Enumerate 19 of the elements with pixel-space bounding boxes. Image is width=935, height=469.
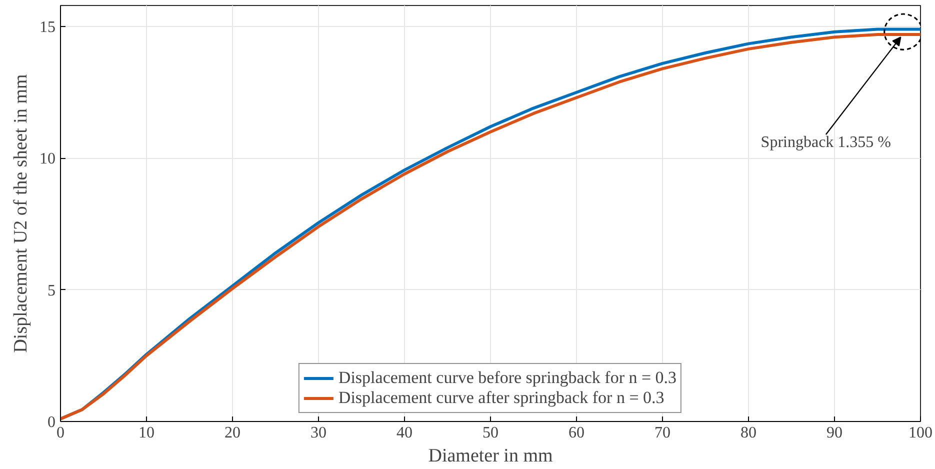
y-tick-label: 5 xyxy=(48,282,56,300)
x-tick-label: 10 xyxy=(138,424,154,442)
y-tick-label: 15 xyxy=(40,19,56,36)
legend-label: Displacement curve after springback for n = 0.3 xyxy=(338,388,664,408)
x-tick-label: 90 xyxy=(826,424,842,442)
x-tick-label: 60 xyxy=(568,424,584,442)
x-tick-label: 80 xyxy=(740,424,756,442)
x-tick-label: 40 xyxy=(396,424,412,442)
x-tick-label: 20 xyxy=(224,424,240,442)
x-tick-label: 30 xyxy=(310,424,326,442)
x-tick-label: 50 xyxy=(482,424,498,442)
legend-label: Displacement curve before springback for n = 0.3 xyxy=(338,368,677,388)
x-tick-label: 70 xyxy=(654,424,670,442)
x-axis-title: Diameter in mm xyxy=(428,446,553,466)
y-tick-label: 10 xyxy=(40,150,56,168)
y-tick-label: 0 xyxy=(48,414,56,431)
x-tick-label: 100 xyxy=(908,424,932,442)
annotation: Springback 1.355 % xyxy=(760,134,891,151)
y-axis-title: Displacement U2 of the sheet in mm xyxy=(10,74,32,353)
